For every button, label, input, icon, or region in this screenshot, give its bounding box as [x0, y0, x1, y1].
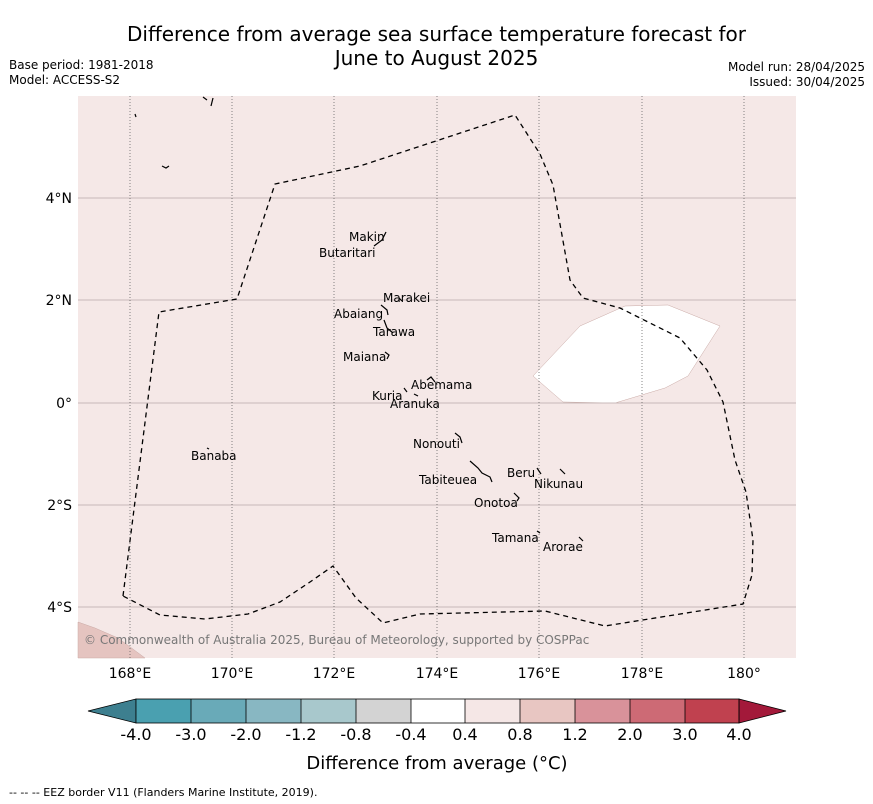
lat-label-0: 0°	[56, 396, 72, 412]
place-label-butaritari: Butaritari	[319, 246, 376, 260]
island-coastline-kuria	[403, 387, 408, 393]
colorbar-tick: 1.2	[562, 725, 587, 744]
longitude-tick-labels: 168°E 170°E 172°E 174°E 176°E 178°E 180°	[109, 666, 761, 682]
model-run: Model run: 28/04/2025	[727, 60, 865, 74]
island-coastline-top-left	[202, 96, 208, 101]
colorbar: -4.0 -3.0 -2.0 -1.2 -0.8 -0.4 0.4 0.8 1.…	[87, 698, 787, 774]
issued-date: Issued: 30/04/2025	[749, 75, 865, 89]
island-coastline-tamana	[536, 530, 541, 534]
lat-label-4s: 4°S	[47, 600, 72, 616]
model-name: Model: ACCESS-S2	[9, 73, 121, 87]
island-coastline-maiana	[384, 351, 390, 360]
island-coastline-banaba	[206, 447, 210, 450]
title-line-1: Difference from average sea surface temp…	[126, 22, 746, 46]
lon-label-176e: 176°E	[518, 666, 561, 682]
colorbar-bin-5	[356, 699, 411, 723]
colorbar-tick: -0.8	[340, 725, 371, 744]
colorbar-tick-labels: -4.0 -3.0 -2.0 -1.2 -0.8 -0.4 0.4 0.8 1.…	[120, 725, 751, 744]
colorbar-bin-4	[301, 699, 356, 723]
meta-left: Base period: 1981-2018 Model: ACCESS-S2	[9, 58, 154, 88]
colorbar-tick: -4.0	[120, 725, 151, 744]
base-period: Base period: 1981-2018	[9, 58, 154, 72]
island-coastline-nonouti	[454, 432, 463, 444]
island-coastline-aranuka	[413, 393, 419, 397]
colorbar-bin-8	[520, 699, 575, 723]
place-label-abemama: Abemama	[411, 378, 472, 392]
island-coastline-small-2	[161, 165, 170, 169]
island-coastline-nikunau	[559, 468, 566, 475]
latitude-tick-labels: 4°N 2°N 0° 2°S 4°S	[46, 191, 73, 616]
place-labels: Makin Butaritari Marakei Abaiang Tarawa …	[191, 230, 583, 554]
lat-label-2n: 2°N	[46, 293, 72, 309]
lon-label-170e: 170°E	[211, 666, 254, 682]
place-label-nikunau: Nikunau	[534, 477, 583, 491]
lat-label-2s: 2°S	[47, 498, 72, 514]
place-label-nonouti: Nonouti	[413, 437, 460, 451]
island-coastline-tabiteuea	[469, 460, 493, 483]
colorbar-tick: -2.0	[230, 725, 261, 744]
island-coastline-abaiang	[380, 304, 389, 316]
colorbar-bin-2	[191, 699, 246, 723]
colorbar-extend-low	[87, 698, 137, 724]
island-coastline-tarawa	[383, 319, 394, 334]
colorbar-dividers	[190, 699, 686, 723]
lon-label-168e: 168°E	[109, 666, 152, 682]
lat-label-4n: 4°N	[46, 191, 72, 207]
lon-label-178e: 178°E	[621, 666, 664, 682]
colorbar-extend-high	[738, 698, 787, 724]
island-coastline-onotoa	[513, 492, 520, 502]
island-coastlines	[134, 96, 584, 542]
place-label-aranuka: Aranuka	[390, 397, 440, 411]
copyright-text: © Commonwealth of Australia 2025, Bureau…	[84, 633, 589, 647]
lon-label-180: 180°	[727, 666, 761, 682]
place-label-banaba: Banaba	[191, 449, 237, 463]
colorbar-tick: -0.4	[395, 725, 426, 744]
island-coastline-abemama	[426, 376, 436, 383]
colorbar-tick: 0.4	[452, 725, 477, 744]
colorbar-bin-7	[465, 699, 520, 723]
colorbar-tick: 3.0	[672, 725, 697, 744]
colorbar-frame	[135, 698, 740, 724]
place-label-abaiang: Abaiang	[334, 307, 383, 321]
colorbar-tick: 0.8	[507, 725, 532, 744]
colorbar-tick: 4.0	[726, 725, 751, 744]
island-coastline-butaritari	[373, 231, 387, 247]
place-label-beru: Beru	[507, 466, 535, 480]
place-label-tamana: Tamana	[491, 531, 539, 545]
place-label-onotoa: Onotoa	[474, 496, 518, 510]
colorbar-tick: -3.0	[175, 725, 206, 744]
colorbar-bin-3	[246, 699, 301, 723]
colorbar-tick: 2.0	[617, 725, 642, 744]
place-label-makin: Makin	[349, 230, 385, 244]
island-coastline-beru	[536, 467, 542, 475]
eez-border	[122, 114, 754, 627]
colorbar-label: Difference from average (°C)	[306, 753, 567, 774]
lon-label-174e: 174°E	[416, 666, 459, 682]
island-coastline-small-1	[134, 113, 137, 118]
warm-anomaly-area	[77, 621, 146, 659]
place-label-tabiteuea: Tabiteuea	[418, 473, 477, 487]
lon-label-172e: 172°E	[313, 666, 356, 682]
longitude-gridlines	[129, 96, 745, 658]
island-coastline-top-left-2	[210, 97, 214, 107]
eez-footnote: -- -- -- EEZ border V11 (Flanders Marine…	[9, 786, 318, 799]
place-label-kuria: Kuria	[372, 389, 403, 403]
title-line-2: June to August 2025	[334, 46, 539, 70]
colorbar-bin-11	[685, 699, 739, 723]
colorbar-bin-6	[411, 699, 465, 723]
meta-right: Model run: 28/04/2025 Issued: 30/04/2025	[728, 60, 865, 90]
island-coastline-arorae	[578, 536, 584, 542]
place-label-tarawa: Tarawa	[372, 325, 415, 339]
place-label-arorae: Arorae	[543, 540, 583, 554]
colorbar-bin-1	[136, 699, 191, 723]
colorbar-bin-10	[630, 699, 685, 723]
island-coastline-marakei	[398, 297, 403, 302]
map-title: Difference from average sea surface temp…	[0, 22, 873, 70]
place-label-maiana: Maiana	[343, 350, 386, 364]
colorbar-bin-9	[575, 699, 630, 723]
colorbar-tick: -1.2	[285, 725, 316, 744]
place-label-marakei: Marakei	[383, 291, 430, 305]
